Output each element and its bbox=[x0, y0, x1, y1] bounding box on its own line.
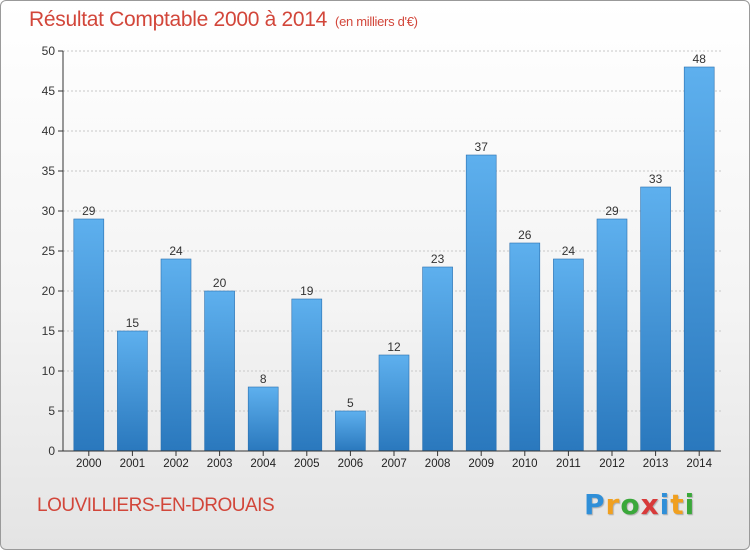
x-tick-label: 2011 bbox=[556, 458, 581, 470]
y-tick-label: 25 bbox=[42, 244, 56, 258]
x-tick-label: 2008 bbox=[425, 458, 451, 470]
chart-title: Résultat Comptable 2000 à 2014 (en millie… bbox=[29, 8, 418, 32]
data-label: 8 bbox=[260, 372, 267, 386]
bar-2005 bbox=[291, 298, 323, 452]
data-label: 20 bbox=[213, 276, 227, 290]
data-label: 29 bbox=[605, 204, 619, 218]
x-tick-label: 2004 bbox=[250, 458, 276, 470]
bar-2013 bbox=[640, 186, 671, 452]
x-tick-label: 2000 bbox=[76, 458, 102, 470]
y-tick-label: 10 bbox=[42, 364, 56, 378]
bar-2003 bbox=[204, 290, 235, 452]
chart-subtitle: (en milliers d'€) bbox=[335, 14, 418, 29]
x-tick-label: 2005 bbox=[294, 458, 320, 470]
bar-2012 bbox=[596, 218, 628, 452]
logo-letter: x bbox=[640, 488, 660, 521]
logo-letter: P bbox=[584, 488, 606, 521]
y-tick-label: 50 bbox=[42, 44, 56, 58]
bar-2006 bbox=[335, 410, 366, 452]
data-label: 24 bbox=[169, 244, 183, 258]
data-label: 24 bbox=[562, 244, 576, 258]
x-tick-label: 2006 bbox=[338, 458, 364, 470]
chart-title-text: Résultat Comptable 2000 à 2014 bbox=[29, 8, 328, 31]
logo-letter: o bbox=[620, 488, 641, 521]
bar-2001 bbox=[117, 330, 148, 452]
y-tick-label: 15 bbox=[42, 324, 56, 338]
x-tick-label: 2010 bbox=[512, 458, 538, 470]
y-tick-label: 20 bbox=[42, 284, 56, 298]
data-label: 33 bbox=[649, 172, 663, 186]
data-label: 37 bbox=[475, 140, 489, 154]
bar-2000 bbox=[73, 218, 105, 452]
commune-name: LOUVILLIERS-EN-DROUAIS bbox=[37, 495, 275, 516]
bar-2009 bbox=[465, 154, 497, 452]
y-tick-label: 35 bbox=[42, 164, 56, 178]
x-tick-label: 2012 bbox=[599, 458, 625, 470]
data-label: 23 bbox=[431, 252, 445, 266]
y-tick-label: 30 bbox=[42, 204, 56, 218]
logo-letter: r bbox=[605, 488, 621, 521]
bar-2002 bbox=[160, 258, 192, 452]
proxiti-logo: Proxiti bbox=[584, 488, 695, 521]
y-tick-label: 5 bbox=[48, 404, 55, 418]
x-tick-label: 2013 bbox=[643, 458, 669, 470]
x-tick-label: 2009 bbox=[468, 458, 494, 470]
bar-2010 bbox=[509, 242, 541, 452]
bar-2004 bbox=[247, 386, 279, 452]
data-label: 5 bbox=[347, 396, 354, 410]
bar-2008 bbox=[422, 266, 453, 452]
x-tick-label: 2014 bbox=[686, 458, 712, 470]
data-label: 19 bbox=[300, 284, 314, 298]
y-tick-label: 0 bbox=[48, 444, 55, 458]
bar-2007 bbox=[378, 354, 410, 452]
logo-letter: i bbox=[659, 488, 671, 521]
bar-2014 bbox=[683, 66, 715, 452]
bar-2011 bbox=[553, 258, 584, 452]
data-label: 26 bbox=[518, 228, 532, 242]
data-label: 15 bbox=[126, 316, 140, 330]
data-label: 29 bbox=[82, 204, 96, 218]
x-tick-label: 2001 bbox=[120, 458, 146, 470]
x-tick-label: 2002 bbox=[163, 458, 189, 470]
data-label: 48 bbox=[693, 52, 707, 66]
x-tick-label: 2007 bbox=[381, 458, 407, 470]
x-tick-label: 2003 bbox=[207, 458, 233, 470]
y-tick-label: 45 bbox=[42, 84, 56, 98]
logo-letter: t bbox=[670, 488, 685, 521]
data-label: 12 bbox=[387, 340, 401, 354]
y-tick-label: 40 bbox=[42, 124, 56, 138]
logo-letter: i bbox=[684, 488, 696, 521]
